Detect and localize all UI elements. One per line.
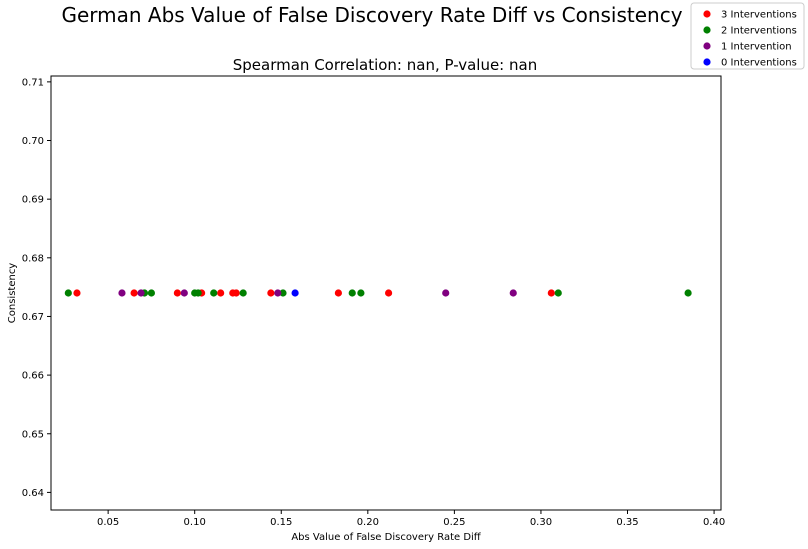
legend-label: 2 Interventions — [721, 26, 797, 37]
legend-marker — [703, 42, 711, 50]
data-point-series-1 — [554, 289, 562, 297]
y-tick-label: 0.65 — [22, 429, 44, 440]
x-tick-label: 0.35 — [616, 517, 638, 528]
data-point-series-1 — [64, 289, 72, 297]
data-point-series-2 — [442, 289, 450, 297]
x-axis: 0.05 0.10 0.15 0.20 0.25 0.30 0.35 0.40 — [97, 510, 725, 528]
data-point-series-0 — [267, 289, 275, 297]
data-point-series-1 — [684, 289, 692, 297]
x-tick-label: 0.40 — [703, 517, 725, 528]
y-tick-label: 0.71 — [22, 77, 44, 88]
x-tick-label: 0.10 — [184, 517, 206, 528]
legend-marker — [703, 58, 711, 66]
x-tick-label: 0.05 — [97, 517, 119, 528]
y-tick-label: 0.67 — [22, 312, 44, 323]
y-tick-label: 0.64 — [22, 488, 44, 499]
legend: 3 Interventions 2 Interventions 1 Interven… — [690, 2, 805, 70]
x-tick-label: 0.25 — [443, 517, 465, 528]
data-points — [64, 289, 692, 297]
data-point-series-2 — [137, 289, 145, 297]
y-axis: 0.64 0.65 0.66 0.67 0.68 0.69 0.70 0.71 — [22, 77, 51, 499]
data-point-series-2 — [118, 289, 126, 297]
data-point-series-0 — [73, 289, 81, 297]
legend-label: 1 Intervention — [721, 42, 792, 53]
data-point-series-2 — [180, 289, 188, 297]
data-point-series-0 — [547, 289, 555, 297]
data-point-series-1 — [194, 289, 202, 297]
plot-area — [50, 75, 722, 511]
data-point-series-3 — [291, 289, 299, 297]
legend-box — [690, 2, 805, 70]
data-point-series-1 — [147, 289, 156, 297]
data-point-series-0 — [334, 289, 342, 297]
data-point-series-2 — [509, 289, 517, 297]
x-tick-label: 0.20 — [357, 517, 379, 528]
y-axis-label: Consistency — [7, 263, 18, 324]
legend-label: 0 Interventions — [721, 58, 797, 69]
data-point-series-0 — [384, 289, 393, 297]
chart-title: German Abs Value of False Discovery Rate… — [61, 3, 682, 27]
y-tick-label: 0.70 — [22, 136, 44, 147]
chart-subtitle: Spearman Correlation: nan, P-value: nan — [233, 56, 537, 74]
y-tick-label: 0.66 — [22, 371, 44, 382]
data-point-series-1 — [357, 289, 365, 297]
data-point-series-1 — [279, 289, 287, 297]
data-point-series-1 — [348, 289, 356, 297]
legend-marker — [703, 26, 711, 34]
data-point-series-0 — [173, 289, 181, 297]
data-point-series-1 — [210, 289, 218, 297]
x-tick-label: 0.15 — [270, 517, 292, 528]
data-point-series-0 — [232, 289, 240, 297]
data-point-series-0 — [130, 289, 138, 297]
data-point-series-1 — [239, 289, 247, 297]
data-point-series-2 — [274, 289, 282, 297]
legend-marker — [703, 10, 711, 18]
x-axis-label: Abs Value of False Discovery Rate Diff — [291, 532, 481, 543]
x-tick-label: 0.30 — [530, 517, 552, 528]
legend-label: 3 Interventions — [721, 10, 797, 21]
y-tick-label: 0.68 — [22, 253, 44, 264]
y-tick-label: 0.69 — [22, 195, 44, 206]
data-point-series-0 — [217, 289, 225, 297]
